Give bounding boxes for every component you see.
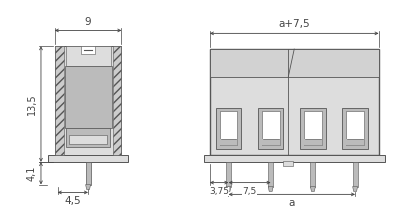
Bar xyxy=(262,139,280,145)
Bar xyxy=(268,162,273,186)
Bar xyxy=(220,111,237,145)
Bar xyxy=(86,162,90,185)
Bar xyxy=(64,66,112,128)
Bar xyxy=(346,111,364,145)
Polygon shape xyxy=(86,185,90,189)
Bar xyxy=(310,162,315,186)
Bar xyxy=(258,108,284,149)
Polygon shape xyxy=(310,186,315,192)
Bar xyxy=(346,139,364,145)
Bar xyxy=(284,161,293,166)
Bar xyxy=(66,128,110,147)
Bar xyxy=(113,46,122,155)
Bar xyxy=(70,135,107,144)
Text: a+7,5: a+7,5 xyxy=(278,20,310,29)
Polygon shape xyxy=(268,186,273,192)
Bar xyxy=(342,108,368,149)
Bar xyxy=(262,111,280,145)
Bar xyxy=(55,46,64,155)
Bar xyxy=(220,139,237,145)
Polygon shape xyxy=(226,186,231,192)
Text: 4,5: 4,5 xyxy=(64,196,81,206)
Bar xyxy=(300,108,326,149)
Text: 4,1: 4,1 xyxy=(27,166,37,181)
Polygon shape xyxy=(353,186,358,192)
Bar xyxy=(226,162,231,186)
Text: 13,5: 13,5 xyxy=(27,93,37,115)
Bar xyxy=(210,49,379,155)
Bar xyxy=(210,49,379,77)
Bar xyxy=(304,111,322,145)
Bar xyxy=(353,162,358,186)
Bar xyxy=(204,155,384,162)
Text: 7,5: 7,5 xyxy=(242,186,257,196)
Text: 9: 9 xyxy=(85,17,91,26)
Bar xyxy=(66,46,111,66)
Text: 3,75: 3,75 xyxy=(209,186,229,196)
Text: a: a xyxy=(289,198,295,208)
Bar xyxy=(216,108,241,149)
Bar xyxy=(304,139,322,145)
Bar xyxy=(55,46,122,155)
Bar xyxy=(81,46,95,54)
Bar xyxy=(48,155,128,162)
